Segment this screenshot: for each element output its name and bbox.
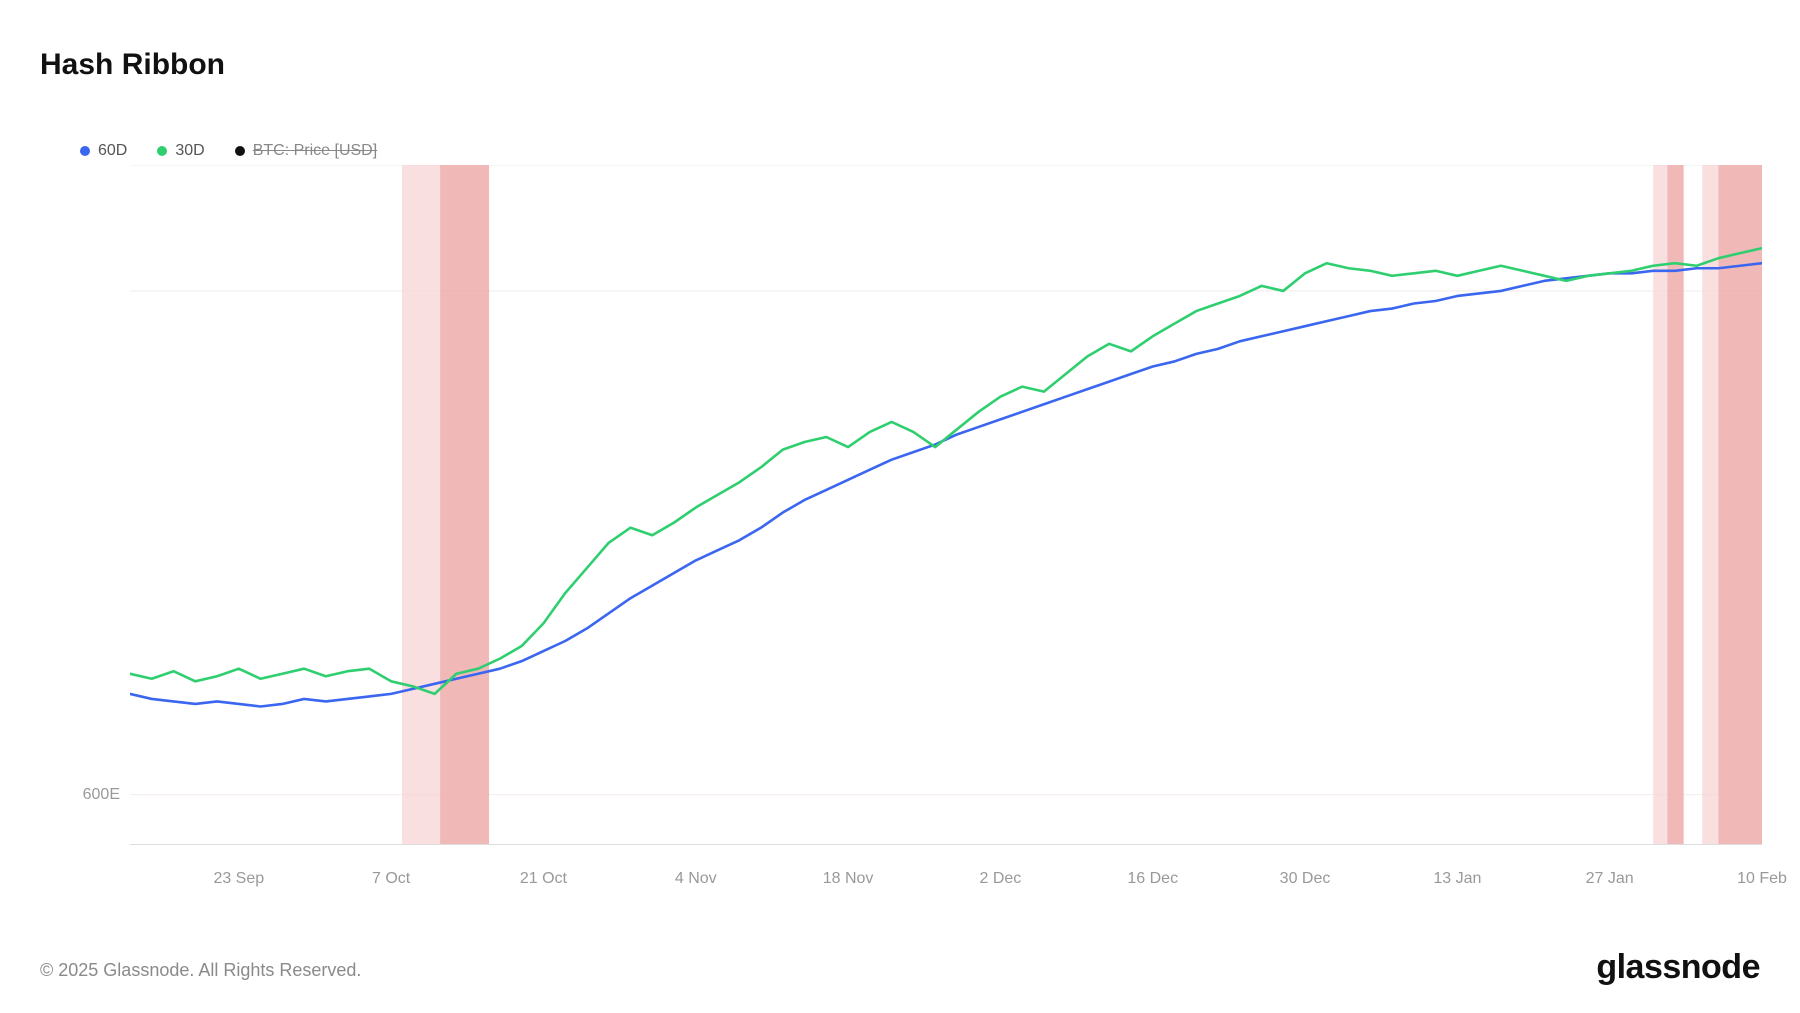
brand-logo: glassnode	[1596, 948, 1760, 987]
x-axis-tick-label: 30 Dec	[1280, 870, 1331, 888]
x-axis-tick-label: 10 Feb	[1737, 870, 1787, 888]
copyright-text: © 2025 Glassnode. All Rights Reserved.	[40, 960, 361, 981]
x-axis-labels: 23 Sep 7 Oct 21 Oct 4 Nov 18 Nov 2 Dec 16 Dec 3…	[130, 870, 1762, 900]
x-axis-tick-label: 23 Sep	[213, 870, 264, 888]
chart-container: Hash Ribbon 60D 30D BTC: Price [USD] 23 Se…	[0, 0, 1800, 1013]
x-axis-tick-label: 16 Dec	[1127, 870, 1178, 888]
legend-label: 30D	[175, 142, 204, 160]
x-axis-tick-label: 13 Jan	[1433, 870, 1481, 888]
legend-dot-icon	[80, 146, 90, 156]
legend-item[interactable]: BTC: Price [USD]	[235, 142, 377, 160]
x-axis-tick-label: 2 Dec	[979, 870, 1021, 888]
legend-label: BTC: Price [USD]	[253, 142, 377, 160]
legend-dot-icon	[157, 146, 167, 156]
legend-item[interactable]: 30D	[157, 142, 204, 160]
x-axis-tick-label: 4 Nov	[675, 870, 717, 888]
plot-area[interactable]	[130, 165, 1762, 845]
legend: 60D 30D BTC: Price [USD]	[80, 142, 377, 160]
x-axis-tick-label: 18 Nov	[823, 870, 874, 888]
legend-item[interactable]: 60D	[80, 142, 127, 160]
chart-svg	[130, 165, 1762, 845]
legend-dot-icon	[235, 146, 245, 156]
legend-label: 60D	[98, 142, 127, 160]
x-axis-tick-label: 7 Oct	[372, 870, 410, 888]
x-axis-tick-label: 21 Oct	[520, 870, 567, 888]
y-axis-tick-label: 600E	[83, 786, 120, 804]
x-axis-tick-label: 27 Jan	[1586, 870, 1634, 888]
chart-title: Hash Ribbon	[40, 48, 225, 82]
